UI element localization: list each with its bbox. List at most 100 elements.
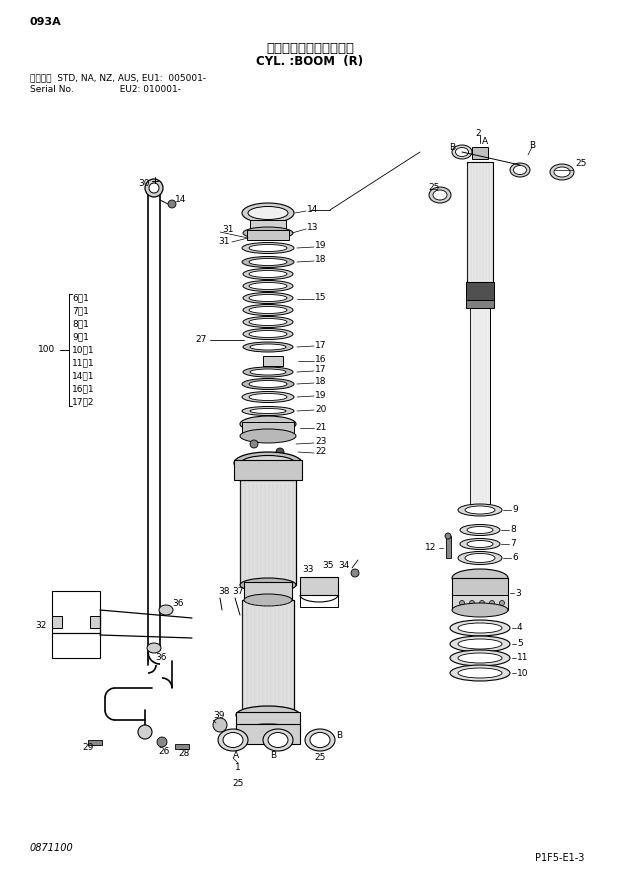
- Text: 8－1: 8－1: [72, 320, 89, 328]
- Bar: [472, 147, 488, 159]
- Text: 2: 2: [475, 128, 481, 138]
- Ellipse shape: [460, 539, 500, 549]
- Ellipse shape: [465, 553, 495, 562]
- Text: 11－1: 11－1: [72, 359, 95, 368]
- Text: 093A: 093A: [30, 17, 62, 27]
- Bar: [446, 536, 451, 558]
- Circle shape: [459, 601, 464, 606]
- Circle shape: [479, 601, 484, 606]
- Text: 13: 13: [307, 223, 319, 232]
- Circle shape: [445, 533, 451, 539]
- Text: 21: 21: [315, 423, 326, 431]
- Text: 36: 36: [172, 599, 184, 608]
- Text: B: B: [336, 731, 342, 739]
- Ellipse shape: [458, 504, 502, 516]
- Text: 18: 18: [315, 377, 327, 387]
- Text: 10－1: 10－1: [72, 346, 95, 354]
- Bar: [247, 230, 289, 240]
- Circle shape: [168, 200, 176, 208]
- Ellipse shape: [452, 145, 472, 159]
- Text: CYL. :BOOM  (R): CYL. :BOOM (R): [257, 56, 363, 68]
- Ellipse shape: [240, 416, 296, 432]
- Ellipse shape: [310, 732, 330, 747]
- Ellipse shape: [234, 452, 302, 474]
- Text: 25: 25: [232, 779, 244, 787]
- Ellipse shape: [450, 636, 510, 652]
- Bar: [466, 300, 494, 308]
- Text: 29: 29: [82, 744, 94, 753]
- Bar: [467, 162, 493, 282]
- Bar: [52, 616, 62, 628]
- Ellipse shape: [243, 317, 293, 327]
- Text: 30: 30: [138, 178, 149, 188]
- Circle shape: [469, 601, 474, 606]
- Text: 6－1: 6－1: [72, 293, 89, 303]
- Ellipse shape: [250, 369, 286, 375]
- Bar: [466, 282, 494, 300]
- Text: 27: 27: [195, 335, 206, 345]
- Ellipse shape: [249, 283, 287, 290]
- Ellipse shape: [218, 729, 248, 751]
- Text: 35: 35: [322, 561, 334, 570]
- Circle shape: [213, 718, 227, 732]
- Ellipse shape: [458, 639, 502, 649]
- Ellipse shape: [249, 331, 287, 338]
- Circle shape: [500, 601, 505, 606]
- Text: A: A: [233, 752, 239, 760]
- Ellipse shape: [456, 148, 469, 156]
- Bar: [234, 460, 302, 480]
- Bar: [242, 422, 294, 436]
- Text: 1: 1: [235, 764, 241, 773]
- Bar: [452, 578, 508, 610]
- Ellipse shape: [242, 203, 294, 223]
- Ellipse shape: [450, 665, 510, 681]
- Ellipse shape: [248, 207, 288, 219]
- Ellipse shape: [159, 605, 173, 615]
- Text: 7－1: 7－1: [72, 306, 89, 315]
- Text: 3: 3: [515, 588, 521, 597]
- Bar: [250, 220, 286, 230]
- Text: 14: 14: [307, 205, 319, 215]
- Text: シリンダ：ブーム（右）: シリンダ：ブーム（右）: [266, 42, 354, 54]
- Ellipse shape: [268, 732, 288, 747]
- Bar: [236, 724, 300, 744]
- Bar: [90, 616, 100, 628]
- Text: 32: 32: [35, 621, 46, 629]
- Text: 19: 19: [315, 390, 327, 400]
- Text: 11: 11: [517, 654, 528, 663]
- Text: A: A: [482, 138, 488, 147]
- Bar: [88, 740, 102, 745]
- Ellipse shape: [242, 243, 294, 253]
- Text: 0871100: 0871100: [30, 843, 74, 853]
- Bar: [242, 600, 294, 715]
- Ellipse shape: [242, 379, 294, 389]
- Text: P1F5-E1-3: P1F5-E1-3: [535, 853, 585, 863]
- Text: 9－1: 9－1: [72, 333, 89, 341]
- Text: 4: 4: [517, 623, 523, 633]
- Ellipse shape: [242, 407, 294, 416]
- Text: 14: 14: [175, 196, 187, 204]
- Ellipse shape: [242, 391, 294, 402]
- Ellipse shape: [241, 456, 295, 471]
- Text: 適用号機  STD, NA, NZ, AUS, EU1:  005001-: 適用号機 STD, NA, NZ, AUS, EU1: 005001-: [30, 73, 206, 83]
- Text: B: B: [270, 752, 276, 760]
- Circle shape: [351, 569, 359, 577]
- Text: 17: 17: [315, 340, 327, 349]
- Text: 17－2: 17－2: [72, 397, 94, 407]
- Bar: [263, 356, 283, 366]
- Ellipse shape: [458, 552, 502, 565]
- Text: 7: 7: [510, 540, 516, 548]
- Bar: [300, 577, 338, 595]
- Ellipse shape: [243, 328, 293, 340]
- Ellipse shape: [554, 167, 570, 177]
- Text: 10: 10: [517, 669, 528, 677]
- Bar: [470, 308, 490, 508]
- Text: 12: 12: [425, 544, 436, 553]
- Ellipse shape: [249, 258, 287, 265]
- Ellipse shape: [240, 429, 296, 443]
- Text: 100: 100: [38, 346, 55, 354]
- Text: 23: 23: [315, 437, 326, 446]
- Text: 20: 20: [315, 404, 326, 414]
- Text: 28: 28: [178, 750, 189, 759]
- Ellipse shape: [242, 257, 294, 267]
